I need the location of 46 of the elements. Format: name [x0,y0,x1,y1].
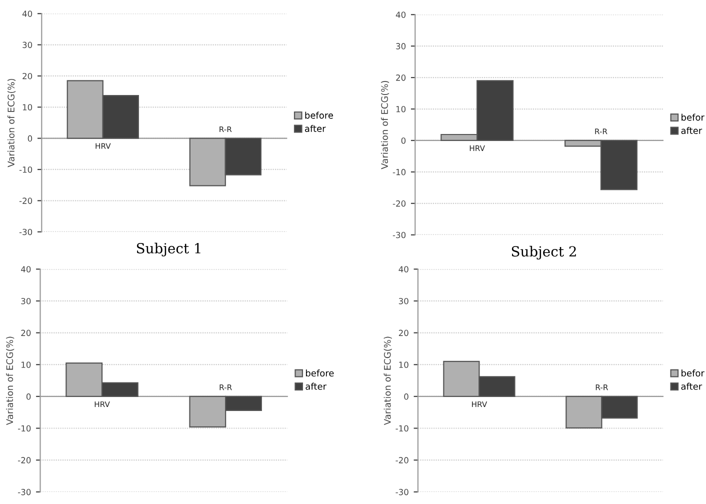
y-tick-label: 20 [21,330,31,336]
y-tick-label: 0 [26,393,31,400]
legend-label: befor [682,114,704,121]
legend-label: before [305,112,333,119]
y-tick-label: 30 [398,298,408,304]
y-tick-label: 40 [396,12,406,18]
y-tick-label: 20 [398,330,408,336]
y-tick-label: 0 [28,135,32,142]
legend-label: before [306,370,334,377]
y-axis-title: Variation of ECG(%) [6,336,14,426]
y-tick-label: -20 [18,457,31,464]
y-tick-label: 20 [396,74,406,81]
y-tick-label: 10 [396,106,406,112]
y-tick-label: -30 [18,488,31,496]
y-tick-label: -10 [18,425,31,432]
legend-label: after [304,124,326,132]
y-tick-label: 0 [404,393,408,400]
y-tick-label: 40 [22,10,32,17]
y-tick-label: 20 [22,72,32,80]
y-tick-label: -20 [392,200,406,207]
legend-label: after [681,382,702,390]
y-tick-label: -20 [396,457,408,464]
y-tick-label: 30 [21,298,31,304]
y-tick-label: -30 [392,232,406,238]
y-axis-title: Variation of ECG(%) [8,78,16,168]
y-tick-label: -10 [392,168,406,176]
y-tick-label: -10 [396,425,408,432]
y-tick-label: 10 [22,104,32,110]
y-tick-label: -30 [396,488,408,496]
legend-label: after [306,382,327,390]
y-tick-label: -10 [19,166,32,173]
y-tick-label: -20 [19,198,32,204]
y-tick-label: 0 [401,137,406,144]
y-axis-title: Variation of ECG(%) [380,80,390,170]
y-axis-title: Variation of ECG(%) [384,336,392,426]
y-tick-label: 10 [399,362,408,368]
y-tick-label: 40 [398,266,408,272]
x-axis-title: Subject 2 [512,246,576,260]
y-tick-label: -30 [19,228,32,236]
legend-label: after [681,126,702,134]
y-tick-label: 30 [396,43,406,50]
x-axis-title: Subject 1 [136,242,200,256]
y-tick-label: 10 [22,362,31,368]
y-tick-label: 30 [22,42,32,48]
legend-label: befor [682,370,704,377]
y-tick-label: 40 [21,266,31,272]
